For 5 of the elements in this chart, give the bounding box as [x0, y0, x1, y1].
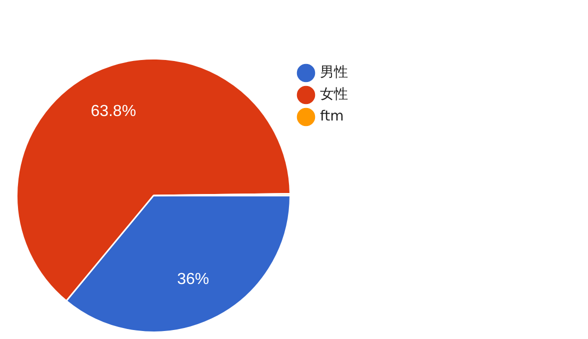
legend-label: 女性	[320, 86, 348, 103]
data-label: 36%	[177, 271, 210, 288]
legend-label: 男性	[320, 64, 348, 81]
legend-label: ftm	[320, 108, 344, 125]
data-label: 63.8%	[90, 103, 136, 120]
